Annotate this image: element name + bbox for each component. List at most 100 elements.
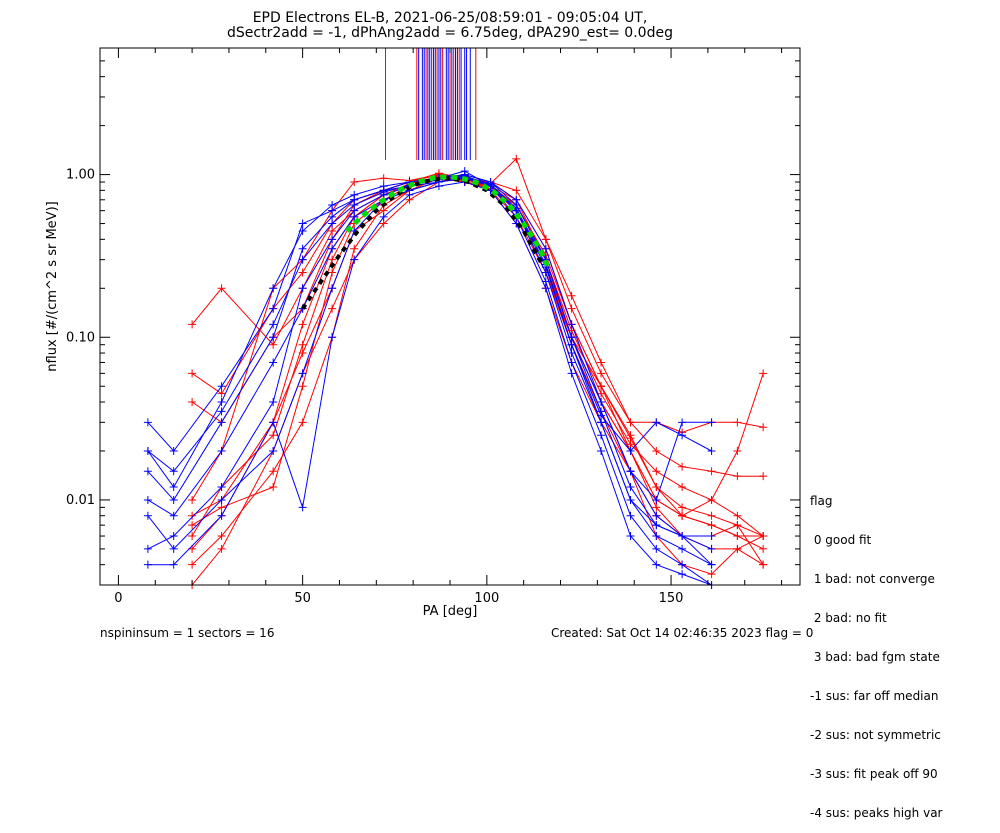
data-point-red [678, 462, 687, 471]
data-point-red [759, 369, 768, 378]
legend-item: -1 sus: far off median [810, 689, 939, 703]
series-line-blue [147, 176, 712, 537]
data-point-red [217, 544, 226, 553]
data-point-red [759, 472, 768, 481]
data-point-red [678, 483, 687, 492]
data-point-red [350, 244, 359, 253]
data-point-blue [169, 511, 178, 520]
legend-item: -3 sus: fit peak off 90 [810, 767, 938, 781]
data-point-blue [328, 333, 337, 342]
data-point-blue [328, 244, 337, 253]
data-point-red [269, 483, 278, 492]
y-tick-label: 0.01 [66, 493, 95, 508]
legend-title: flag [810, 494, 833, 508]
data-point-red [298, 382, 307, 391]
data-point-blue [597, 446, 606, 455]
x-tick-label: 50 [294, 591, 311, 606]
data-point-blue [626, 532, 635, 541]
series-line-blue [147, 170, 712, 550]
data-point-blue [350, 255, 359, 264]
data-point-blue [169, 446, 178, 455]
data-point-blue [169, 544, 178, 553]
data-point-red [597, 358, 606, 367]
data-point-blue [298, 369, 307, 378]
data-point-red [217, 284, 226, 293]
data-point-blue [597, 431, 606, 440]
series-line-blue [147, 181, 712, 585]
data-point-blue [269, 284, 278, 293]
data-point-red [597, 382, 606, 391]
data-point-red [652, 483, 661, 492]
y-axis-label: nflux [#/(cm^2 s sr MeV)] [45, 201, 60, 371]
data-point-red [597, 369, 606, 378]
data-point-red [733, 532, 742, 541]
data-point-blue [678, 532, 687, 541]
series-line-blue [147, 175, 712, 472]
data-point-red [512, 154, 521, 163]
footer-right: Created: Sat Oct 14 02:46:35 2023 flag =… [551, 626, 814, 640]
flag-legend: flag 0 good fit 1 bad: not converge 2 ba… [810, 469, 942, 833]
data-point-blue [541, 284, 550, 293]
data-point-blue [143, 418, 152, 427]
data-point-blue [567, 340, 576, 349]
data-point-blue [298, 284, 307, 293]
chart-title-line2: dSectr2add = -1, dPhAng2add = 6.75deg, d… [227, 25, 673, 41]
data-point-red [188, 320, 197, 329]
legend-item: -4 sus: peaks high var [810, 806, 943, 820]
data-point-red [217, 389, 226, 398]
data-point-red [678, 511, 687, 520]
data-point-blue [169, 467, 178, 476]
series-line-red [191, 174, 764, 501]
data-point-red [269, 431, 278, 440]
data-point-blue [143, 495, 152, 504]
x-tick-label: 150 [659, 591, 684, 606]
data-point-red [733, 446, 742, 455]
data-point-blue [269, 333, 278, 342]
x-tick-label: 100 [474, 591, 499, 606]
data-point-blue [217, 495, 226, 504]
data-point-red [269, 340, 278, 349]
data-point-blue [678, 570, 687, 579]
data-point-red [328, 304, 337, 313]
data-point-red [188, 495, 197, 504]
data-point-red [733, 472, 742, 481]
data-point-red [298, 418, 307, 427]
data-point-red [269, 467, 278, 476]
series-line-red [191, 175, 764, 537]
data-point-red [759, 423, 768, 432]
x-tick-label: 0 [114, 591, 122, 606]
data-point-blue [350, 212, 359, 221]
data-point-blue [217, 446, 226, 455]
data-point-blue [269, 446, 278, 455]
data-point-blue [707, 446, 716, 455]
data-point-blue [678, 418, 687, 427]
series-line-red [191, 174, 764, 585]
legend-item: 3 bad: bad fgm state [810, 650, 940, 664]
data-point-blue [678, 544, 687, 553]
data-point-blue [217, 382, 226, 391]
data-point-red [188, 521, 197, 530]
data-point-red [298, 268, 307, 277]
data-point-blue [707, 544, 716, 553]
data-point-red [298, 320, 307, 329]
data-point-blue [269, 418, 278, 427]
fit-curve-green [345, 174, 552, 271]
legend-item: 2 bad: no fit [810, 611, 887, 625]
chart-title-line1: EPD Electrons EL-B, 2021-06-25/08:59:01 … [252, 10, 648, 26]
data-point-blue [626, 483, 635, 492]
data-point-red [188, 532, 197, 541]
data-point-red [707, 467, 716, 476]
data-point-red [707, 521, 716, 530]
data-point-red [350, 178, 359, 187]
data-point-blue [652, 560, 661, 569]
data-point-blue [626, 511, 635, 520]
data-point-blue [169, 560, 178, 569]
data-point-blue [678, 560, 687, 569]
data-point-blue [678, 431, 687, 440]
series-line-red [191, 177, 764, 550]
data-point-red [652, 503, 661, 512]
data-point-blue [217, 407, 226, 416]
data-point-red [733, 511, 742, 520]
data-point-blue [328, 219, 337, 228]
y-tick-label: 0.10 [66, 330, 95, 345]
